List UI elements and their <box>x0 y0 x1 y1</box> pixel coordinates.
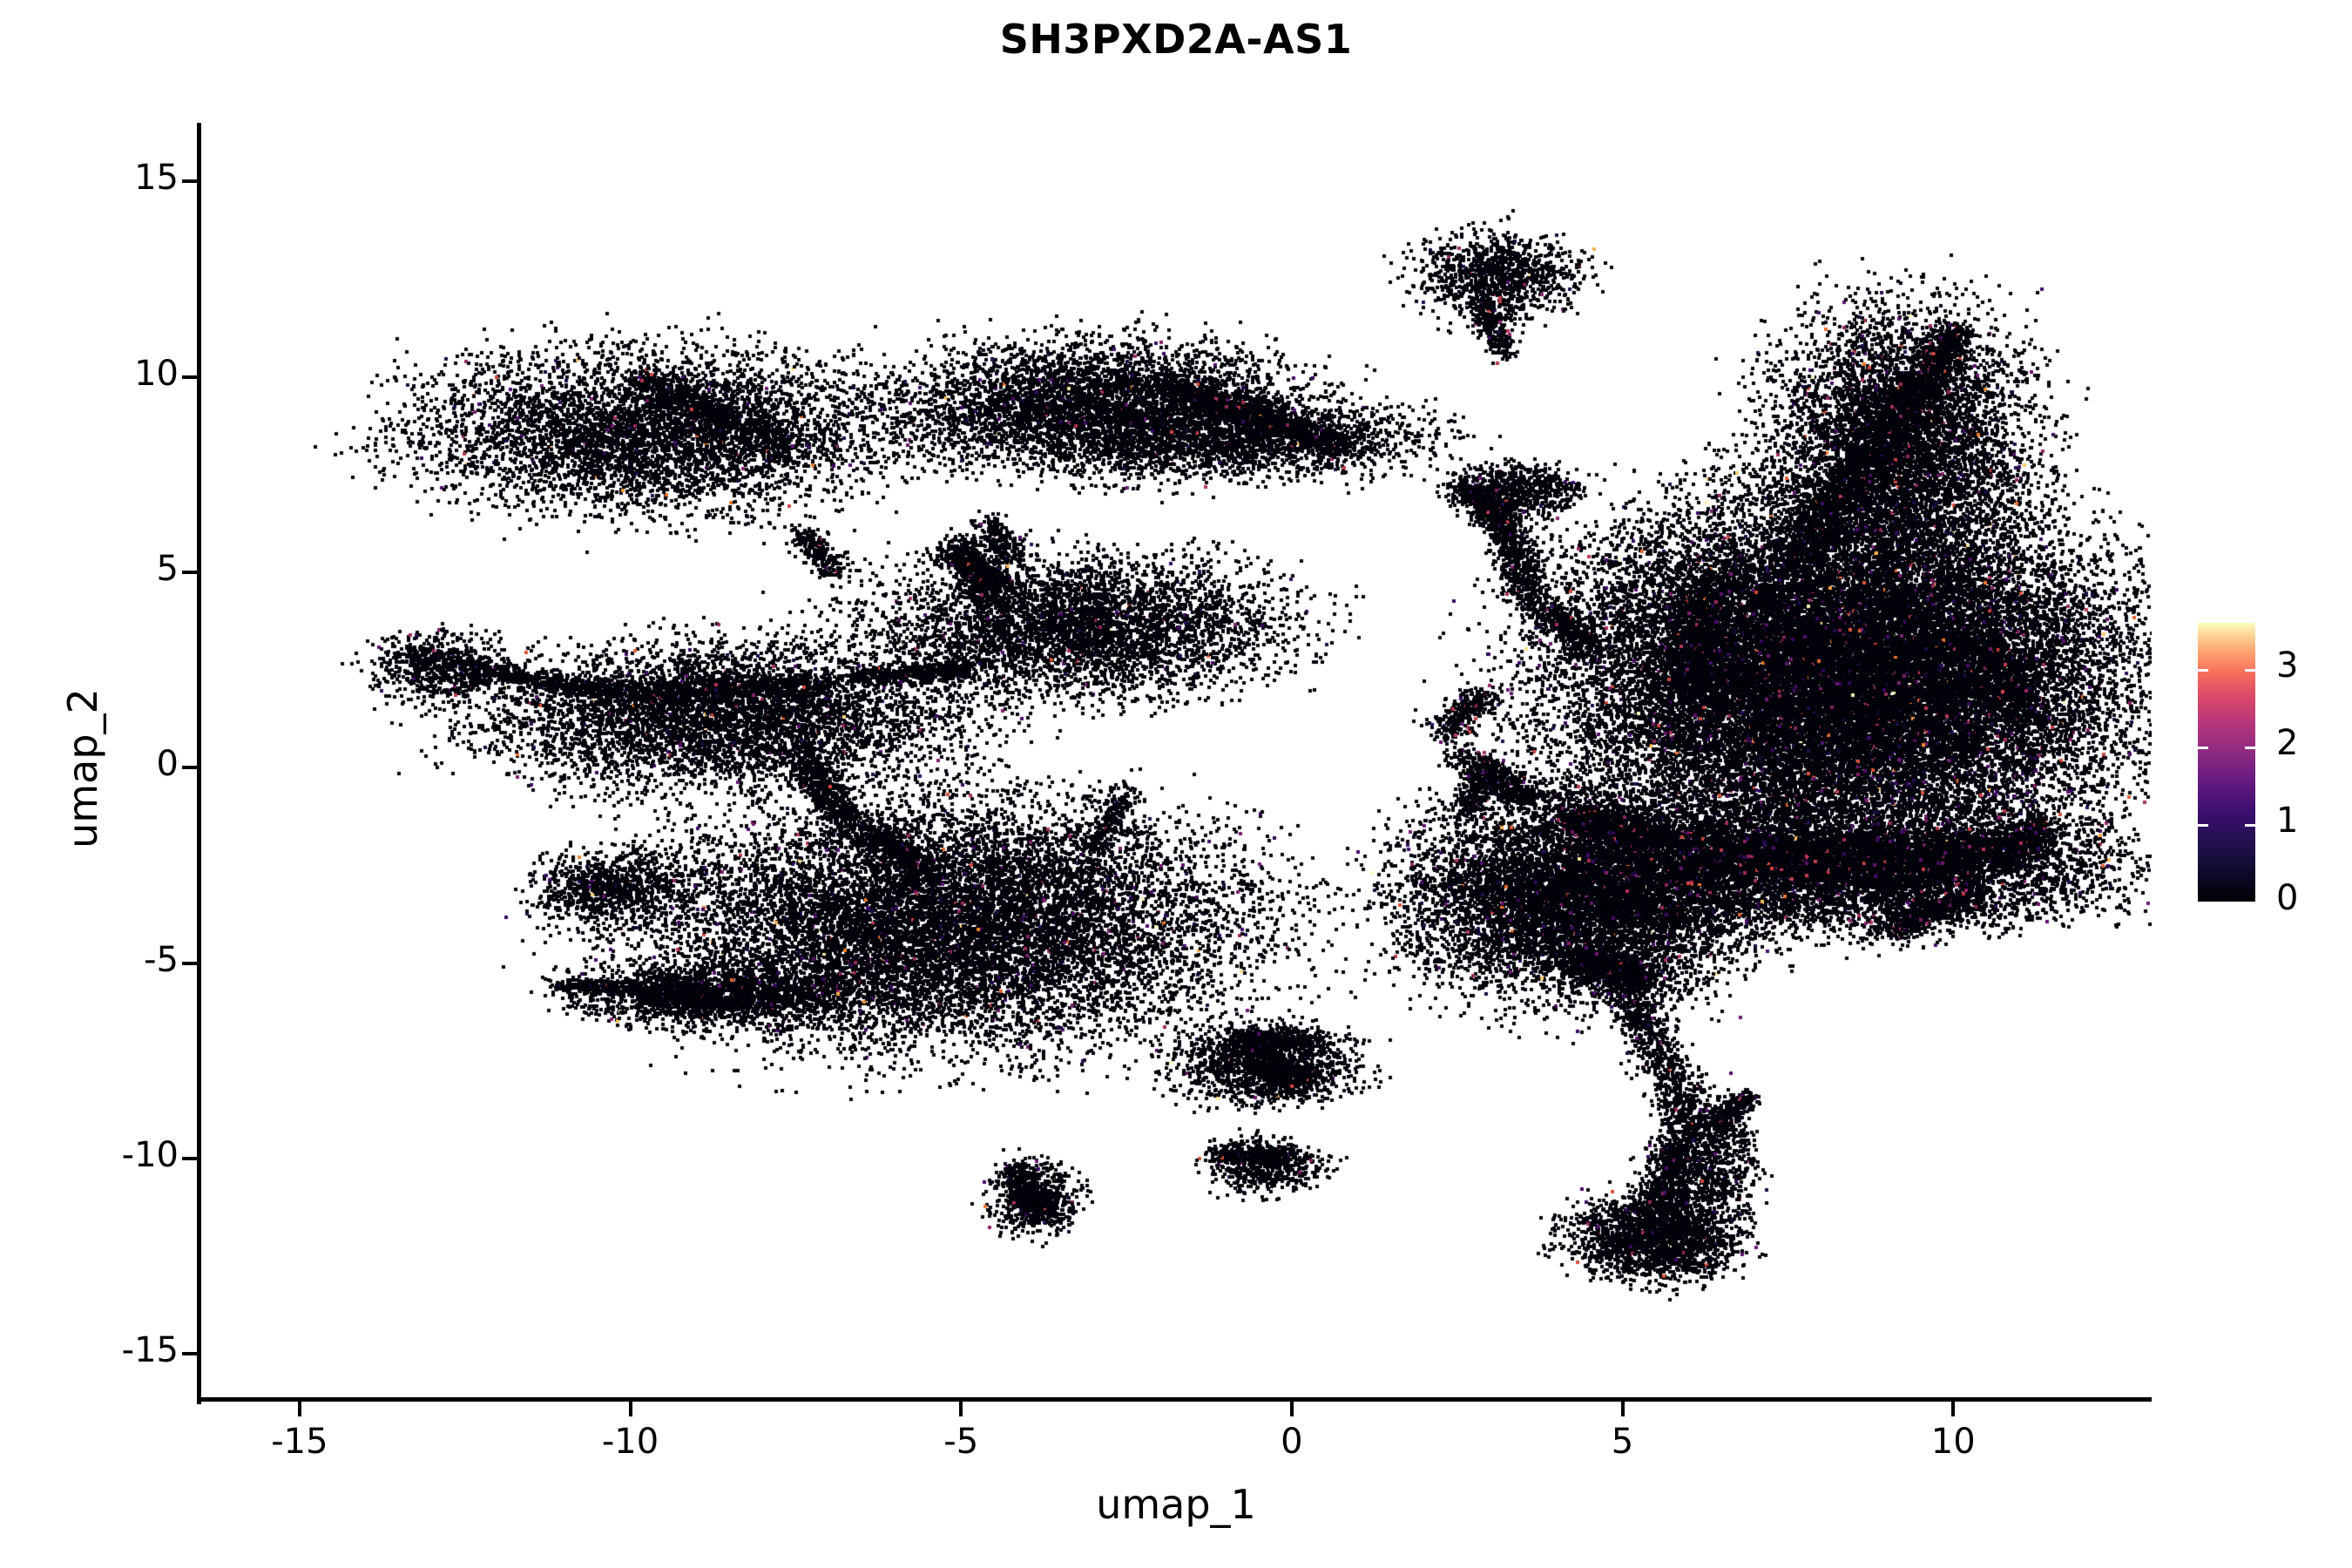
x-tick-label: -15 <box>271 1422 328 1462</box>
y-axis-label: umap_2 <box>59 688 106 848</box>
y-tick-label: 10 <box>134 353 179 394</box>
colorbar-tick-label: 2 <box>2276 723 2299 764</box>
page-title: SH3PXD2A-AS1 <box>999 16 1353 63</box>
y-tick-mark <box>182 375 197 379</box>
colorbar-tick-label: 3 <box>2276 645 2299 686</box>
colorbar-tick-mark <box>2198 747 2208 750</box>
scatter-canvas[interactable] <box>200 123 2152 1401</box>
x-tick-mark <box>959 1402 963 1416</box>
x-tick-mark <box>1951 1402 1956 1416</box>
x-tick-label: 0 <box>1281 1422 1303 1462</box>
colorbar[interactable]: 0 1 2 3 <box>2198 623 2298 918</box>
x-tick-mark <box>297 1402 301 1416</box>
colorbar-tick-mark <box>2245 747 2255 750</box>
plot-area[interactable] <box>200 123 2152 1401</box>
y-tick-label: 15 <box>134 158 179 199</box>
y-tick-mark <box>182 570 197 574</box>
x-tick-label: 5 <box>1611 1422 1634 1462</box>
y-tick-label: -10 <box>121 1134 179 1175</box>
y-tick-mark <box>182 179 197 184</box>
y-tick-mark <box>182 961 197 965</box>
y-tick-mark <box>182 766 197 770</box>
colorbar-tick-mark <box>2198 669 2208 672</box>
colorbar-gradient <box>2198 623 2255 902</box>
y-axis-spine <box>197 123 201 1404</box>
y-tick-label: 5 <box>156 548 179 589</box>
y-tick-mark <box>182 1352 197 1356</box>
colorbar-tick-label: 1 <box>2276 801 2299 841</box>
y-tick-label: 0 <box>156 744 179 785</box>
x-tick-label: 10 <box>1930 1422 1976 1462</box>
x-tick-mark <box>628 1402 632 1416</box>
x-axis-label: umap_1 <box>1096 1481 1256 1528</box>
x-axis-spine <box>197 1397 2152 1402</box>
y-tick-label: -15 <box>121 1330 179 1371</box>
colorbar-tick-mark <box>2245 669 2255 672</box>
colorbar-tick-mark <box>2198 824 2208 828</box>
colorbar-tick-mark <box>2245 824 2255 828</box>
y-tick-mark <box>182 1156 197 1160</box>
colorbar-tick-label: 0 <box>2276 878 2299 918</box>
x-tick-label: -5 <box>943 1422 979 1462</box>
x-tick-mark <box>1620 1402 1625 1416</box>
x-tick-mark <box>1289 1402 1294 1416</box>
x-tick-label: -10 <box>601 1422 659 1462</box>
y-tick-label: -5 <box>144 939 179 980</box>
